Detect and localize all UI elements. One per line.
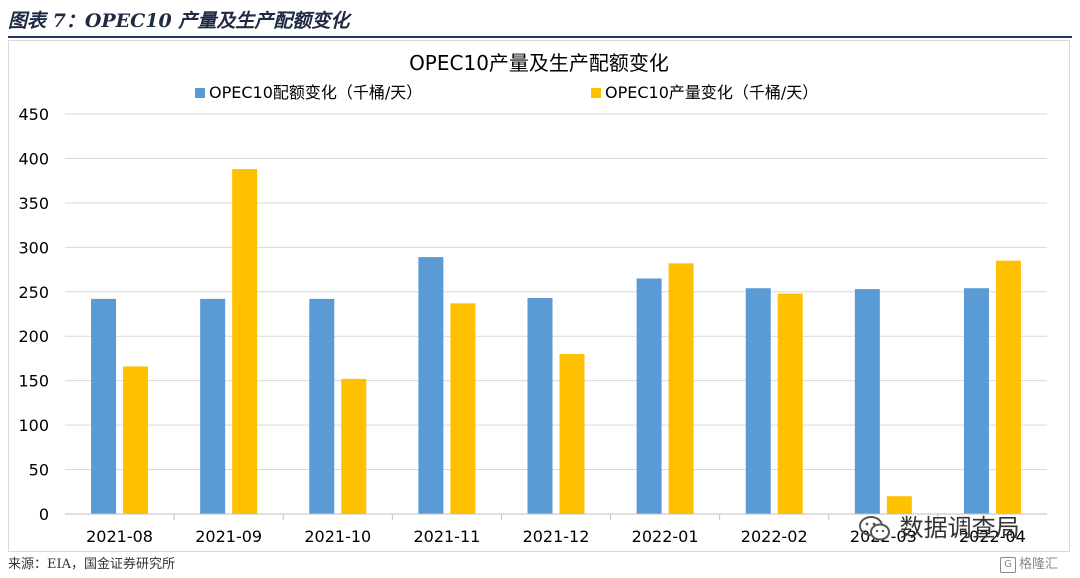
source-note: 来源：EIA，国金证券研究所 xyxy=(8,557,176,572)
wechat-watermark-text: 数据调查局 xyxy=(899,514,1020,542)
bar-production xyxy=(995,260,1021,514)
bar-quota xyxy=(527,298,553,514)
x-tick-label: 2021-12 xyxy=(523,527,590,546)
bar-chart: OPEC10产量及生产配额变化 OPEC10配额变化（千桶/天） OPEC10产… xyxy=(18,51,1047,546)
x-tick-label: 2021-10 xyxy=(304,527,371,546)
bar-quota xyxy=(636,278,662,514)
bar-production xyxy=(232,169,258,514)
bar-quota xyxy=(963,288,989,514)
bar-quota xyxy=(745,288,771,514)
y-gridlines xyxy=(65,113,1047,471)
brand-watermark-text: 格隆汇 xyxy=(1019,557,1059,572)
y-tick-label: 200 xyxy=(18,327,49,346)
x-tick-label: 2022-04 xyxy=(959,527,1026,546)
x-tick-label: 2021-09 xyxy=(195,527,262,546)
chart-title: OPEC10产量及生产配额变化 xyxy=(409,51,669,75)
legend-label-production: OPEC10产量变化（千桶/天） xyxy=(605,83,818,102)
y-tick-label: 450 xyxy=(18,105,49,124)
bar-series xyxy=(91,169,1021,514)
x-tick-label: 2022-02 xyxy=(741,527,808,546)
bar-production xyxy=(450,303,476,514)
bar-quota xyxy=(91,298,117,514)
y-tick-label: 300 xyxy=(18,238,49,257)
legend-swatch-production xyxy=(591,88,601,98)
bar-production xyxy=(123,366,149,514)
bar-quota xyxy=(309,298,335,514)
figure-caption: 图表 7：OPEC10 产量及生产配额变化 xyxy=(8,10,350,32)
bar-quota xyxy=(200,298,226,514)
bar-production xyxy=(559,354,585,514)
y-tick-label: 150 xyxy=(18,372,49,391)
chart-legend: OPEC10配额变化（千桶/天） OPEC10产量变化（千桶/天） xyxy=(195,83,818,102)
wechat-watermark: 数据调查局 xyxy=(858,508,1020,543)
x-tick-label: 2021-08 xyxy=(86,527,153,546)
bar-production xyxy=(886,496,912,514)
caption-divider xyxy=(8,36,1072,38)
legend-label-quota: OPEC10配额变化（千桶/天） xyxy=(209,83,422,102)
y-tick-label: 50 xyxy=(29,461,49,480)
chart-frame: OPEC10产量及生产配额变化 OPEC10配额变化（千桶/天） OPEC10产… xyxy=(8,40,1070,552)
bar-production xyxy=(777,293,803,514)
bar-quota xyxy=(854,289,880,514)
bar-production xyxy=(668,263,694,514)
bar-production xyxy=(341,378,367,514)
x-tick-label: 2021-11 xyxy=(413,527,480,546)
brand-watermark: G 格隆汇 xyxy=(1000,553,1058,573)
bar-quota xyxy=(418,257,444,514)
y-tick-label: 400 xyxy=(18,149,49,168)
y-tick-label: 0 xyxy=(39,505,49,524)
legend-swatch-quota xyxy=(195,88,205,98)
brand-logo-icon: G xyxy=(1000,556,1016,573)
y-axis-ticks: 0 50 100 150 200 250 300 350 400 450 xyxy=(18,105,49,524)
wechat-icon xyxy=(858,515,892,543)
y-tick-label: 350 xyxy=(18,194,49,213)
y-tick-label: 100 xyxy=(18,416,49,435)
x-tick-label: 2022-01 xyxy=(632,527,699,546)
y-tick-label: 250 xyxy=(18,283,49,302)
